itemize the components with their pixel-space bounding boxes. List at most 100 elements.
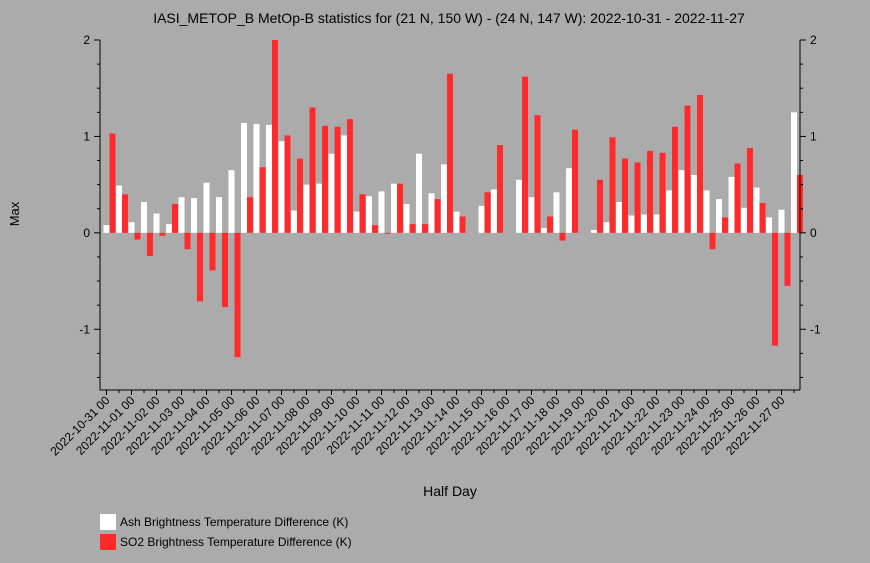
y-tick-label-right: 0 <box>810 226 817 240</box>
ash-bar <box>441 164 447 233</box>
ash-bar <box>766 217 772 233</box>
legend: Ash Brightness Temperature Difference (K… <box>100 512 352 552</box>
so2-bar <box>197 232 203 302</box>
ash-bar <box>453 211 460 233</box>
so2-bar <box>684 105 691 233</box>
ash-bar <box>291 210 297 233</box>
so2-bar <box>559 232 566 241</box>
so2-bar <box>297 158 303 233</box>
so2-bar <box>709 232 716 250</box>
legend-item-ash: Ash Brightness Temperature Difference (K… <box>100 512 352 532</box>
ash-bar <box>391 183 397 233</box>
so2-bar <box>622 158 628 233</box>
so2-bar <box>134 232 141 240</box>
so2-bar <box>547 216 553 233</box>
so2-bar <box>609 137 616 233</box>
y-tick-label-right: 1 <box>810 129 817 143</box>
y-tick-label-left: 2 <box>83 33 90 47</box>
so2-bar <box>772 232 778 346</box>
so2-bar <box>484 192 491 233</box>
so2-bar <box>172 203 178 233</box>
y-tick-label-left: 0 <box>83 226 90 240</box>
ash-bar <box>566 168 572 233</box>
ash-bar <box>678 170 685 233</box>
so2-bar <box>259 167 266 233</box>
ash-bar <box>253 123 260 233</box>
ash-bar <box>478 205 485 233</box>
ash-bar <box>491 189 497 233</box>
so2-bar <box>522 76 528 233</box>
ash-bar <box>428 193 435 233</box>
ash-bar <box>528 197 535 233</box>
ash-bar <box>603 222 610 233</box>
so2-bar <box>284 135 291 233</box>
so2-bar <box>409 224 416 233</box>
ash-bar <box>591 229 597 233</box>
y-tick-label-right: -1 <box>810 322 821 336</box>
so2-bar <box>147 232 153 256</box>
ash-bar <box>516 179 522 233</box>
ash-bar <box>753 187 760 233</box>
ash-bar <box>703 190 710 233</box>
so2-bar <box>234 232 241 358</box>
so2-bar <box>747 147 753 233</box>
so2-bar <box>722 217 728 233</box>
ash-bar <box>553 192 560 233</box>
legend-swatch-so2 <box>100 534 116 550</box>
ash-bar <box>353 211 360 233</box>
ash-bar <box>691 174 697 233</box>
so2-bar <box>647 150 653 233</box>
legend-label-ash: Ash Brightness Temperature Difference (K… <box>120 515 349 529</box>
y-tick-label-right: 2 <box>810 33 817 47</box>
so2-bar <box>672 126 678 233</box>
so2-bar <box>322 125 328 233</box>
so2-bar <box>372 225 378 233</box>
so2-bar <box>459 216 466 233</box>
so2-bar <box>347 119 353 233</box>
legend-item-so2: SO2 Brightness Temperature Difference (K… <box>100 532 352 552</box>
ash-bar <box>366 196 372 233</box>
so2-bar <box>247 197 253 233</box>
so2-bar <box>334 126 341 233</box>
ash-bar <box>166 224 172 233</box>
so2-bar <box>184 232 191 250</box>
so2-bar <box>734 163 741 233</box>
ash-bar <box>666 190 672 233</box>
ash-bar <box>741 207 747 233</box>
ash-bar <box>191 198 197 233</box>
so2-bar <box>384 232 391 234</box>
ash-bar <box>303 184 310 233</box>
ash-bar <box>278 141 285 233</box>
so2-bar <box>572 129 578 233</box>
y-tick-label-left: -1 <box>79 322 90 336</box>
ash-bar <box>266 124 272 233</box>
so2-bar <box>422 224 428 233</box>
legend-swatch-ash <box>100 514 116 530</box>
ash-bar <box>316 183 322 233</box>
so2-bar <box>497 145 503 233</box>
so2-bar <box>634 162 641 233</box>
ash-bar <box>628 215 635 233</box>
so2-bar <box>272 40 278 233</box>
legend-label-so2: SO2 Brightness Temperature Difference (K… <box>120 535 352 549</box>
so2-bar <box>597 179 603 233</box>
so2-bar <box>659 152 666 233</box>
ash-bar <box>541 228 547 233</box>
ash-bar <box>416 153 422 233</box>
ash-bar <box>616 201 622 233</box>
ash-bar <box>378 191 385 233</box>
ash-bar <box>228 170 235 233</box>
bars-group <box>103 40 803 358</box>
y-axis-label: Max <box>7 201 22 226</box>
ash-bar <box>203 182 210 233</box>
ash-bar <box>403 203 410 233</box>
so2-bar <box>222 232 228 308</box>
ash-bar <box>341 135 347 233</box>
so2-bar <box>209 232 216 271</box>
ash-bar <box>653 214 660 233</box>
y-tick-label-left: 1 <box>83 129 90 143</box>
so2-bar <box>759 202 766 233</box>
ash-bar <box>141 201 147 233</box>
